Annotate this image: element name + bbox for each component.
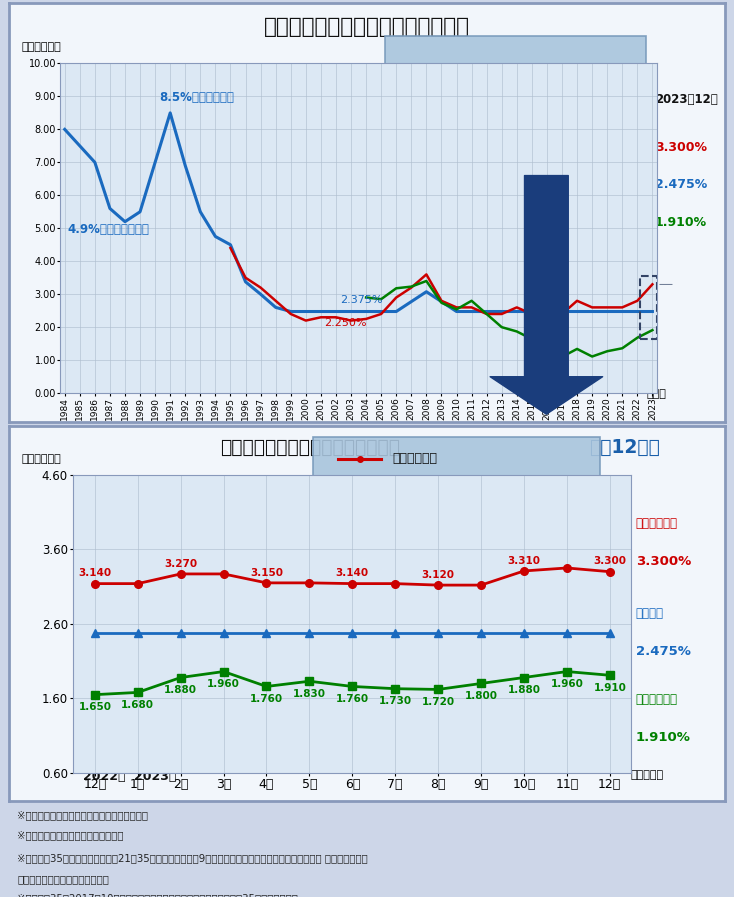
Text: 民間金融機関の住宅ローン金利推移: 民間金融機関の住宅ローン金利推移	[264, 17, 470, 38]
Text: 民間金融機関の住宅ローン金利推移: 民間金融機関の住宅ローン金利推移	[219, 438, 400, 457]
Text: 1.960: 1.960	[550, 679, 584, 689]
Text: フラット３５: フラット３５	[392, 515, 437, 527]
Text: 2022年: 2022年	[83, 771, 125, 783]
Text: 最近12ヶ月: 最近12ヶ月	[589, 438, 661, 457]
FancyArrowPatch shape	[490, 176, 603, 414]
Text: 4.9%（昭和６２年）: 4.9%（昭和６２年）	[68, 223, 150, 236]
Text: フラット３５: フラット３５	[636, 693, 677, 706]
Text: 変動金利: 変動金利	[392, 483, 422, 496]
Text: （年率・％）: （年率・％）	[22, 42, 62, 53]
Text: 1.730: 1.730	[379, 696, 412, 706]
Text: 1.910%: 1.910%	[655, 216, 707, 229]
Text: 変動金利: 変動金利	[636, 607, 664, 620]
Text: フラット３５: フラット３５	[471, 181, 519, 195]
Text: 2023年12月: 2023年12月	[655, 92, 718, 106]
Text: 1.960: 1.960	[207, 679, 240, 689]
Text: ３年固定金利: ３年固定金利	[636, 517, 677, 530]
FancyBboxPatch shape	[385, 36, 647, 225]
Text: 1.650: 1.650	[79, 702, 112, 712]
Text: ※主要都市銀行における金利を掲載。: ※主要都市銀行における金利を掲載。	[18, 830, 124, 840]
Text: 3.300%: 3.300%	[636, 554, 691, 568]
Text: 2.250%: 2.250%	[324, 318, 366, 327]
Text: 3.270: 3.270	[164, 559, 197, 569]
Text: 1.830: 1.830	[293, 689, 326, 699]
Text: ３年固定金利: ３年固定金利	[471, 66, 519, 79]
Text: （年・月）: （年・月）	[631, 771, 664, 780]
Text: ３年固定金利: ３年固定金利	[392, 452, 437, 466]
Text: 3.300%: 3.300%	[655, 141, 707, 153]
Text: 2.475%: 2.475%	[655, 179, 708, 191]
Text: ※フラット35の金利は、返済期間21〜35年タイプ（融資率9割以下）の金利の内、取り扱い金融機関が 提供する金利で: ※フラット35の金利は、返済期間21〜35年タイプ（融資率9割以下）の金利の内、…	[18, 853, 368, 863]
Text: 3.140: 3.140	[335, 569, 369, 579]
Text: 最も多い（最多金利）を表示。: 最も多い（最多金利）を表示。	[18, 874, 109, 884]
Text: 3.310: 3.310	[507, 556, 540, 566]
Text: 1.680: 1.680	[121, 700, 154, 710]
Text: ※フラット35は2017年10月以降、制度改正による機構団信付きフラット35の金利を表示。: ※フラット35は2017年10月以降、制度改正による機構団信付きフラット35の金…	[18, 893, 298, 897]
Text: 2.475%: 2.475%	[636, 645, 691, 658]
Text: 1.720: 1.720	[421, 697, 454, 707]
FancyBboxPatch shape	[313, 438, 600, 543]
Text: 2023年: 2023年	[134, 771, 177, 783]
Text: 2.375%: 2.375%	[341, 295, 383, 306]
Text: （年）: （年）	[647, 388, 666, 398]
Text: 3.150: 3.150	[250, 568, 283, 578]
Text: 1.760: 1.760	[335, 694, 369, 704]
Text: 1.800: 1.800	[465, 691, 498, 701]
Bar	[640, 276, 657, 339]
Text: （年率・％）: （年率・％）	[22, 454, 62, 464]
Text: 1.880: 1.880	[507, 685, 540, 695]
Text: 1.880: 1.880	[164, 685, 197, 695]
Text: 1.910: 1.910	[593, 683, 626, 692]
Text: 3.300: 3.300	[593, 556, 626, 567]
Text: 8.5%（平成３年）: 8.5%（平成３年）	[160, 91, 235, 104]
Text: ※住宅金融支援機構公表のデータを元に作成。: ※住宅金融支援機構公表のデータを元に作成。	[18, 811, 148, 821]
Text: 1.760: 1.760	[250, 694, 283, 704]
Text: 1.910%: 1.910%	[636, 731, 691, 744]
Text: 3.140: 3.140	[79, 569, 112, 579]
Text: 変動金利: 変動金利	[471, 124, 503, 137]
Text: 3.120: 3.120	[421, 570, 454, 579]
